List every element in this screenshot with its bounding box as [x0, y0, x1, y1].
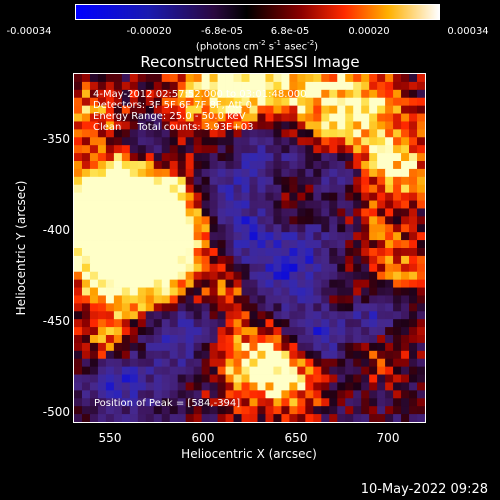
colorbar-gradient	[76, 5, 439, 19]
colorbar-tick: 0.00034	[447, 26, 489, 37]
colorbar-units: (photons cm-2 s-1 asec-2)	[195, 39, 319, 53]
colorbar-tick: 0.00020	[348, 26, 390, 37]
x-tick-label: 600	[191, 431, 215, 445]
colorbar-tick: -0.00034	[6, 26, 52, 37]
y-tick-label: -500	[42, 405, 70, 419]
colorbar-tick: 6.8e-05	[270, 26, 310, 37]
plot-timestamp: 10-May-2022 09:28	[360, 482, 488, 497]
y-tick-label: -400	[42, 223, 70, 237]
x-tick-label: 650	[284, 431, 308, 445]
y-tick-label: -350	[42, 132, 70, 146]
colorbar-tick: -0.00020	[126, 26, 172, 37]
info-energy-range: Energy Range: 25.0 - 50.0 keV	[93, 111, 246, 122]
colorbar	[75, 4, 440, 20]
y-tick-label: -450	[42, 314, 70, 328]
info-detectors: Detectors: 3F 5F 6F 7F 8F, Att 0	[93, 100, 253, 111]
info-clean-counts: Clean Total counts: 3.93E+03	[93, 122, 254, 133]
colorbar-tick: -6.8e-05	[201, 26, 243, 37]
y-axis-label: Heliocentric Y (arcsec)	[14, 180, 28, 316]
rhessi-image-plot: 4-May-2012 02:57:52.000 to 03:01:48.000 …	[73, 73, 426, 423]
info-time-range: 4-May-2012 02:57:52.000 to 03:01:48.000	[93, 89, 307, 100]
x-tick-label: 700	[376, 431, 400, 445]
x-axis-label: Heliocentric X (arcsec)	[181, 447, 317, 461]
rhessi-image	[74, 74, 425, 422]
image-title: Reconstructed RHESSI Image	[140, 53, 360, 71]
peak-position: Position of Peak = [584,-394]	[94, 398, 241, 409]
x-tick-label: 550	[98, 431, 122, 445]
